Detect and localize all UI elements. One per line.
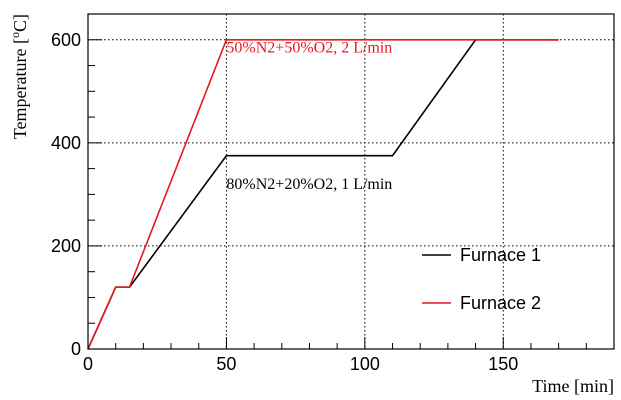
legend-label-1: Furnace 1	[460, 245, 541, 265]
y-axis-title-sup: o	[8, 32, 22, 38]
y-tick-label: 200	[51, 236, 81, 256]
annotation-2: 80%N2+20%O2, 1 L/min	[226, 176, 392, 193]
y-axis-title: Temperature [oC]	[8, 14, 30, 139]
y-tick-label: 600	[51, 30, 81, 50]
ticks: 0 50 100 150 0 200 400 600	[51, 13, 615, 374]
plot-frame	[87, 13, 615, 350]
x-axis-title: Time [min]	[532, 376, 614, 396]
y-axis-title-suffix: C]	[10, 14, 30, 32]
x-tick-label: 150	[488, 354, 518, 374]
series-line-2	[87, 38, 559, 350]
x-tick-label: 0	[83, 354, 93, 374]
annotation-1: 50%N2+50%O2, 2 L/min	[226, 40, 392, 57]
y-tick-label: 0	[71, 339, 81, 359]
annotations: 50%N2+50%O2, 2 L/min 80%N2+20%O2, 1 L/min	[226, 40, 392, 194]
x-tick-label: 50	[216, 354, 236, 374]
legend: Furnace 1 Furnace 2	[422, 245, 541, 313]
y-axis-title-prefix: Temperature [	[10, 38, 30, 139]
series-lines	[87, 38, 559, 350]
legend-label-2: Furnace 2	[460, 293, 541, 313]
x-tick-label: 100	[350, 354, 380, 374]
y-tick-label: 400	[51, 133, 81, 153]
